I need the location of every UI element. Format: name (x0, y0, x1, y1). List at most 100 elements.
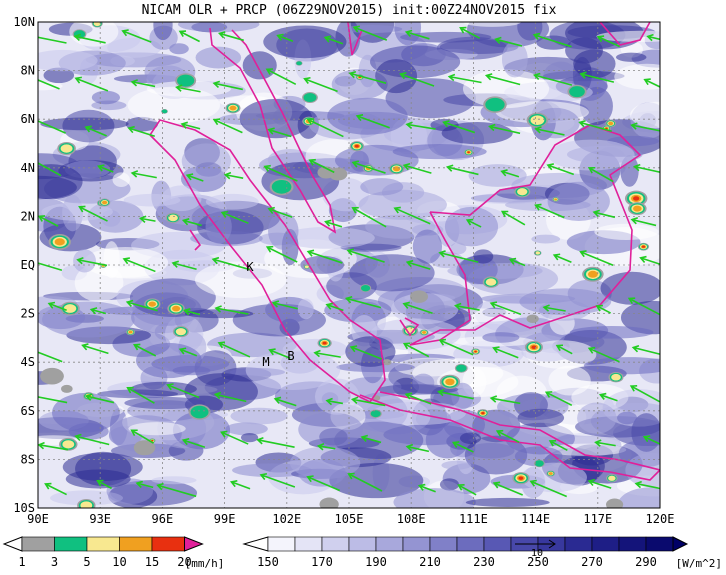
cloud (594, 223, 659, 240)
cloud (462, 69, 550, 109)
cloud (205, 193, 259, 210)
rain-cell (62, 440, 75, 449)
wind-arrow (442, 120, 476, 134)
wind-arrow (548, 439, 568, 451)
wind-arrow (38, 441, 69, 451)
cloud (358, 189, 447, 220)
rain-cell (554, 198, 558, 201)
rain-cell (40, 367, 64, 385)
colorbar-cell (321, 536, 350, 552)
cloud (314, 378, 360, 415)
wind-arrow (121, 29, 152, 43)
wind-arrow (156, 482, 197, 498)
colorbar-label: 20 (177, 555, 191, 569)
rain-cell (317, 166, 335, 179)
cloud (360, 178, 404, 196)
wind-arrow (265, 68, 297, 86)
colorbar-cell (151, 536, 185, 552)
rain-cell (534, 460, 544, 467)
wind-arrow (542, 304, 566, 312)
wind-arrow (587, 478, 612, 489)
wind-arrow (596, 35, 620, 48)
colorbar-arrow (242, 536, 269, 552)
lat-label: 6S (21, 404, 35, 418)
lon-label: 120E (646, 512, 675, 526)
wind-arrow (598, 392, 618, 402)
wind-arrow (130, 79, 156, 88)
rain-cell (611, 373, 621, 381)
wind-arrow (276, 33, 294, 43)
wind-arrow (492, 481, 523, 496)
marker-label: M (262, 355, 269, 369)
rain-cell (177, 74, 195, 87)
colorbar-cell (564, 536, 593, 552)
cloud (298, 412, 363, 448)
lat-label: 8N (21, 64, 35, 78)
lon-label: 102E (272, 512, 301, 526)
wind-arrow (76, 256, 108, 267)
wind-arrow (587, 346, 620, 363)
rain-cell (319, 497, 339, 508)
wind-arrow (349, 345, 382, 360)
cloud (38, 49, 98, 72)
wind-arrow (552, 253, 572, 264)
wind-arrow (306, 249, 343, 264)
wind-arrow (166, 383, 200, 399)
rain-cell (474, 350, 477, 353)
rain-cell (422, 331, 427, 334)
wind-arrow (97, 164, 114, 173)
rain-cell (148, 301, 157, 307)
cloud (617, 411, 638, 425)
rain-cell (102, 200, 108, 205)
cloud (569, 326, 654, 339)
marker-label: K (246, 260, 254, 274)
wind-arrow (437, 388, 474, 400)
rain-cell (530, 115, 545, 125)
wind-arrow (323, 35, 344, 45)
rain-cell (80, 501, 93, 508)
wind-arrow (84, 125, 107, 137)
colorbar-label: 230 (473, 555, 495, 569)
lat-label: 8S (21, 452, 35, 466)
rain-cell (410, 290, 428, 303)
colorbar-cell (429, 536, 458, 552)
wind-arrow (405, 259, 431, 270)
cloud (617, 487, 660, 508)
wind-arrow (267, 127, 292, 138)
cloud (91, 90, 121, 105)
cloud (514, 446, 563, 467)
cloud (463, 22, 521, 27)
rain-cell (605, 498, 624, 508)
cloud (501, 41, 528, 78)
wind-arrow (351, 160, 386, 174)
wind-arrow (268, 348, 291, 359)
lat-label: 10S (13, 501, 35, 515)
colorbar-cell (54, 536, 88, 552)
colorbar-cell (618, 536, 647, 552)
cloud (614, 63, 660, 90)
colorbar-cell (375, 536, 404, 552)
rain-cell (93, 22, 101, 27)
wind-arrow (579, 250, 614, 267)
wind-arrow (484, 73, 521, 86)
wind-arrow (352, 25, 388, 41)
wind-arrow (592, 209, 616, 219)
wind-arrow (578, 119, 612, 133)
colorbar-label: 3 (51, 555, 58, 569)
lat-label: 4N (21, 161, 35, 175)
wind-arrow (529, 479, 568, 498)
wind-arrow (492, 346, 519, 359)
cloud (450, 242, 467, 255)
wind-arrow (495, 429, 520, 444)
colorbars: 1 3 5 10 15 20[mm/h] 150 170 190 210 230 250 270 290 [… (2, 536, 722, 570)
cloud (630, 101, 660, 129)
wind-arrow (404, 392, 432, 405)
rain-cell (354, 144, 359, 148)
colorbar-cell (86, 536, 120, 552)
cloud (336, 362, 415, 373)
cloud (169, 43, 189, 55)
rain-cell (175, 328, 187, 336)
wind-arrow (135, 480, 154, 489)
wind-arrow (178, 30, 200, 43)
rain-cell (485, 97, 505, 112)
